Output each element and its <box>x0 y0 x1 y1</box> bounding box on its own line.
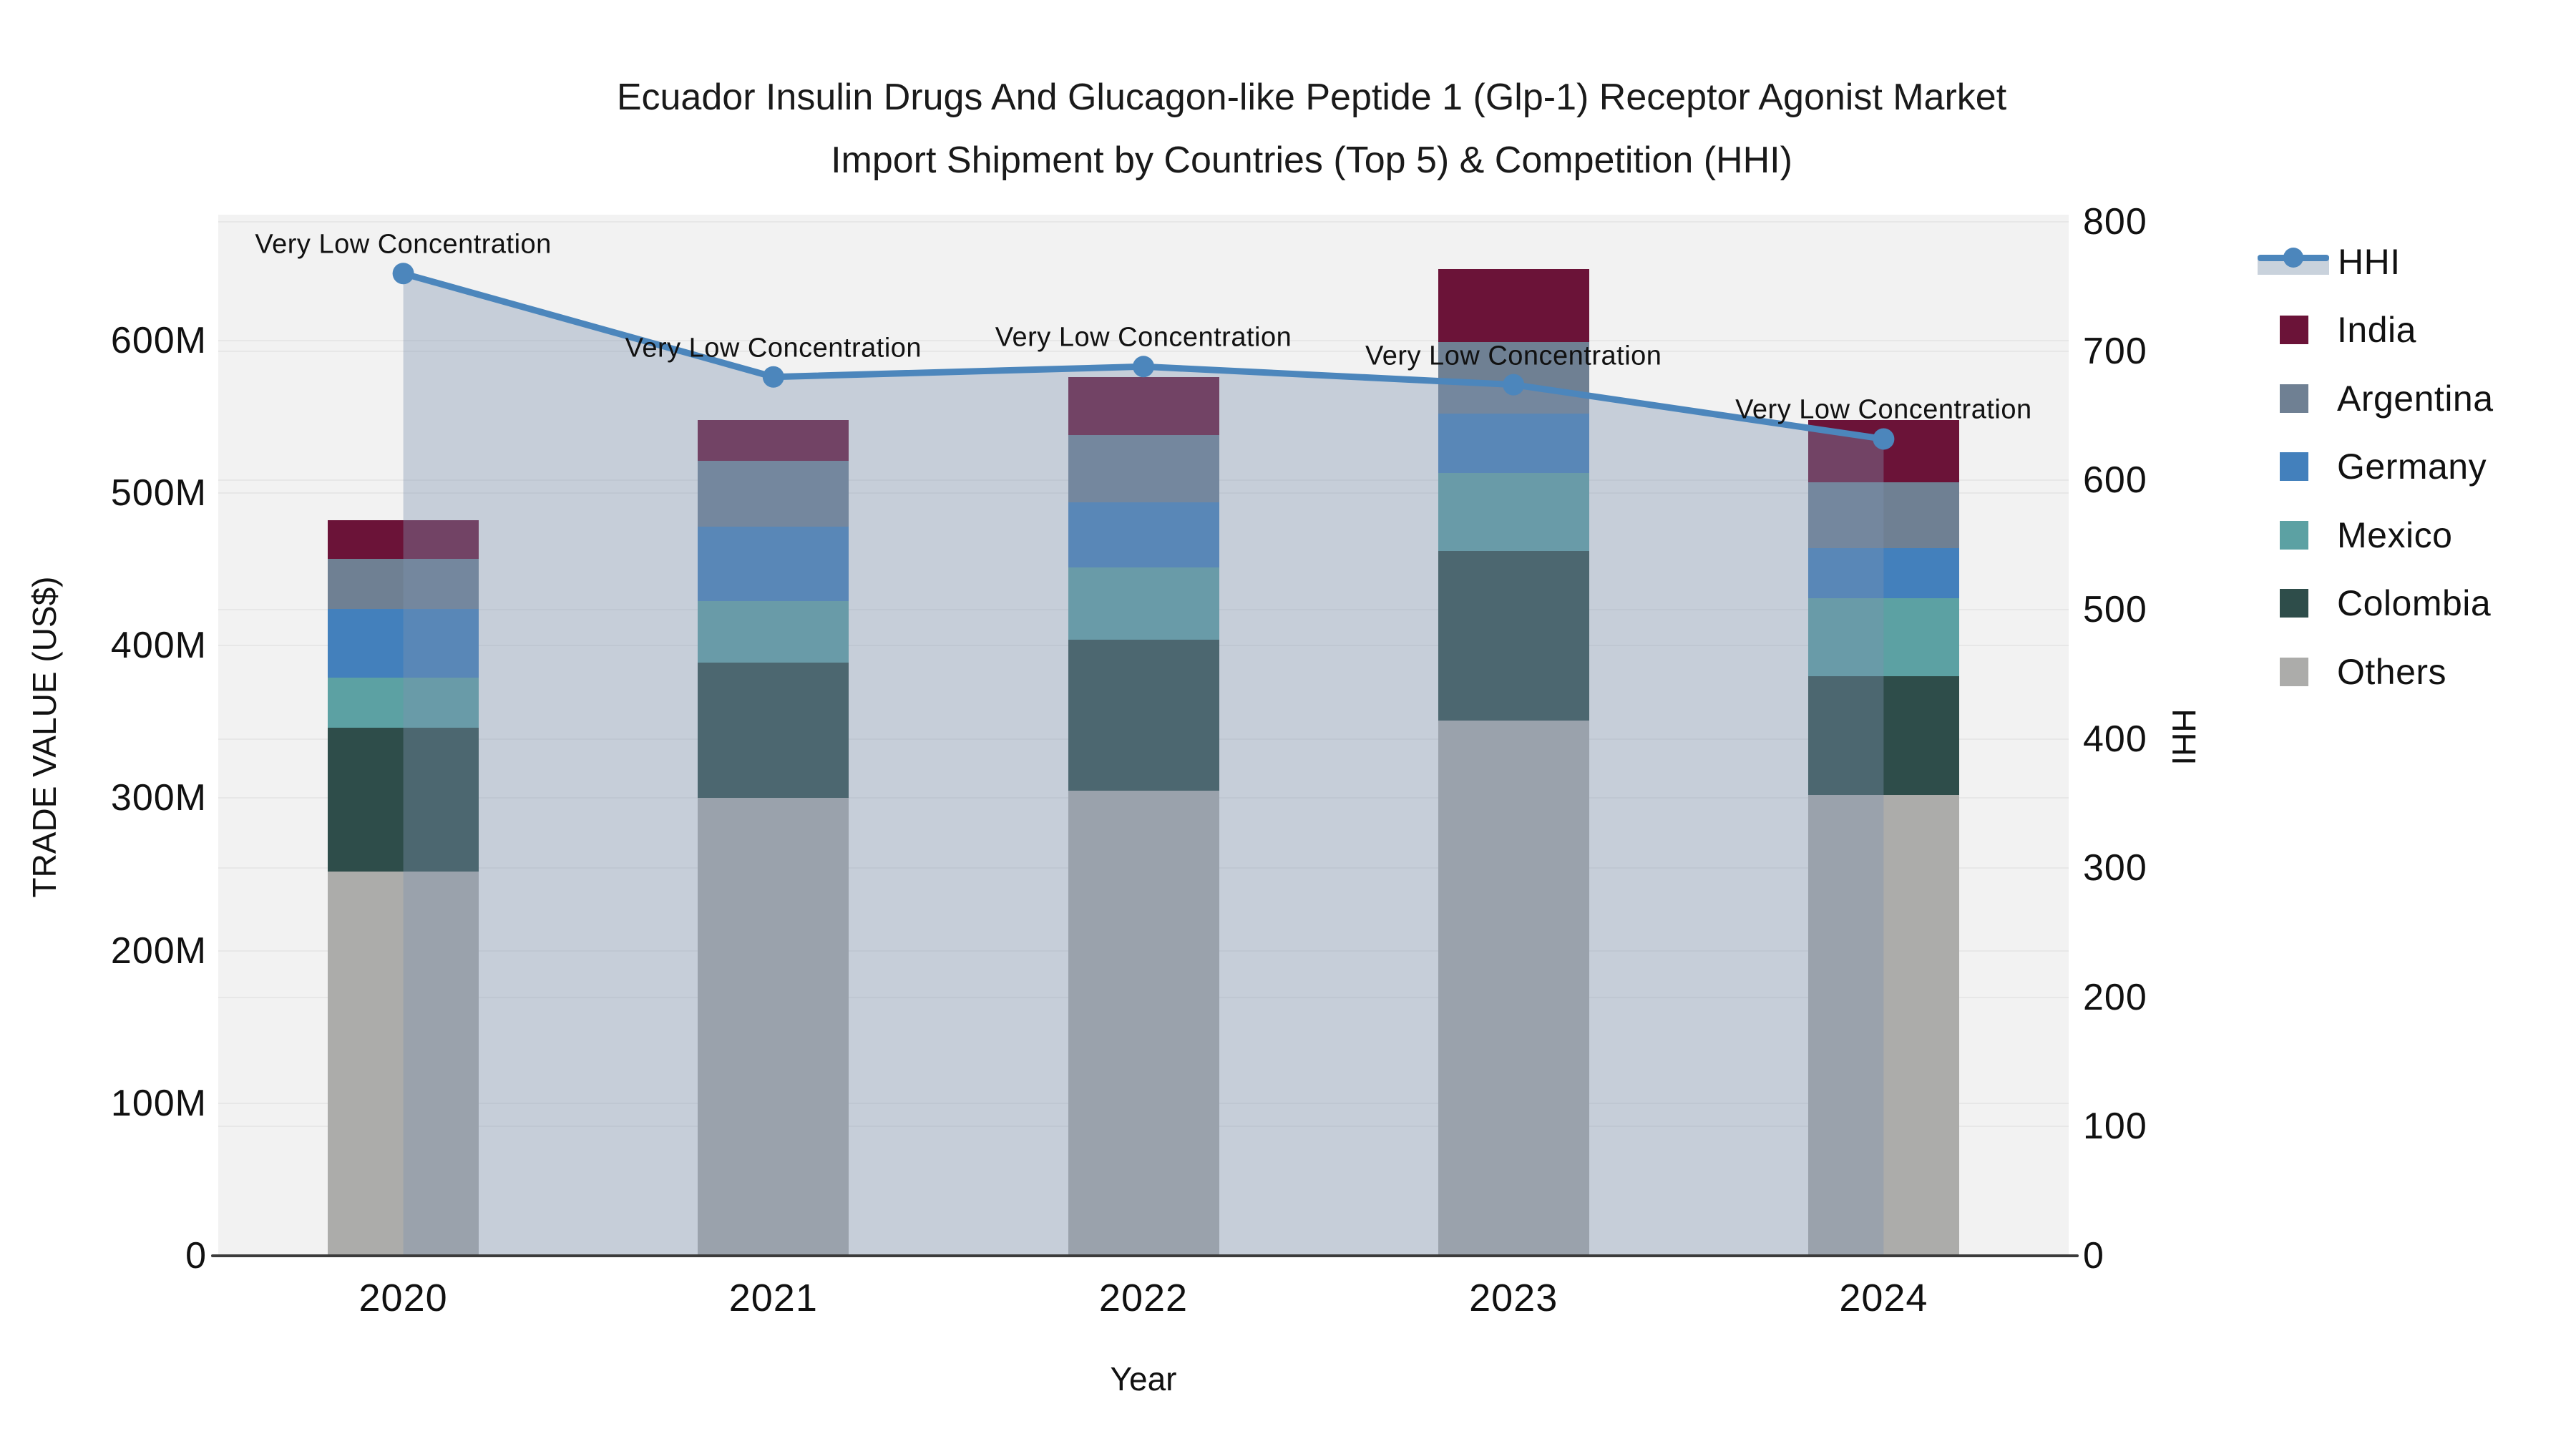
bar-segment-argentina-2022[interactable] <box>1068 434 1219 502</box>
x-tick-2022: 2022 <box>1098 1277 1189 1319</box>
legend-label-india: India <box>2337 310 2416 350</box>
legend-item-india[interactable]: India <box>2258 308 2416 351</box>
bar-segment-india-2020[interactable] <box>328 520 479 559</box>
chart-title-line2: Import Shipment by Countries (Top 5) & C… <box>831 140 1792 181</box>
y-right-tick-0: 0 <box>2083 1235 2104 1277</box>
y-left-axis-title: TRADE VALUE (US$) <box>26 576 63 898</box>
chart-title-line1: Ecuador Insulin Drugs And Glucagon-like … <box>616 77 2007 118</box>
x-tick-2020: 2020 <box>358 1277 448 1319</box>
bar-segment-colombia-2021[interactable] <box>698 662 849 799</box>
bar-segment-germany-2020[interactable] <box>328 609 479 678</box>
hhi-marker-2023[interactable] <box>1503 374 1525 396</box>
legend-item-germany[interactable]: Germany <box>2258 445 2487 488</box>
legend-item-others[interactable]: Others <box>2258 650 2446 693</box>
bar-segment-mexico-2020[interactable] <box>328 677 479 728</box>
annotation-2022: Very Low Concentration <box>995 322 1292 353</box>
y-right-tick-600: 600 <box>2083 459 2147 502</box>
y-right-tick-300: 300 <box>2083 847 2147 889</box>
bar-segment-argentina-2021[interactable] <box>698 461 849 527</box>
gridline-right-800 <box>218 221 2069 223</box>
y-left-tick-0: 0 <box>185 1235 207 1277</box>
legend-label-argentina: Argentina <box>2337 379 2494 419</box>
y-left-tick-400M: 400M <box>110 625 207 667</box>
bar-segment-colombia-2020[interactable] <box>328 728 479 872</box>
bar-segment-argentina-2024[interactable] <box>1807 482 1959 548</box>
legend-label-hhi: HHI <box>2338 242 2401 282</box>
gridline-left-600 <box>218 339 2069 341</box>
legend-swatch-germany <box>2280 452 2308 481</box>
legend-item-argentina[interactable]: Argentina <box>2258 377 2494 420</box>
bar-segment-germany-2022[interactable] <box>1068 502 1219 568</box>
bar-segment-colombia-2022[interactable] <box>1068 639 1219 791</box>
legend-label-germany: Germany <box>2337 447 2487 487</box>
legend-label-others: Others <box>2337 652 2447 692</box>
y-right-tick-500: 500 <box>2083 588 2147 630</box>
legend-label-colombia: Colombia <box>2337 583 2492 623</box>
legend-swatch-india <box>2280 316 2308 344</box>
hhi-area-fill <box>403 273 1884 1256</box>
y-left-tick-200M: 200M <box>110 930 207 972</box>
y-right-tick-100: 100 <box>2083 1106 2147 1148</box>
chart-title: Ecuador Insulin Drugs And Glucagon-like … <box>617 66 2006 192</box>
annotation-2024: Very Low Concentration <box>1735 394 2032 425</box>
y-right-tick-800: 800 <box>2083 201 2147 243</box>
bar-segment-germany-2021[interactable] <box>698 526 849 602</box>
hhi-line-layer <box>392 263 1895 1256</box>
gridline-right-700 <box>218 350 2069 352</box>
y-left-tick-300M: 300M <box>110 777 207 819</box>
x-axis-title: Year <box>1110 1360 1177 1397</box>
legend-item-mexico[interactable]: Mexico <box>2258 514 2452 557</box>
hhi-legend-marker <box>2283 248 2303 268</box>
bar-segment-others-2024[interactable] <box>1807 795 1959 1256</box>
bar-segment-colombia-2023[interactable] <box>1438 551 1589 721</box>
legend-item-colombia[interactable]: Colombia <box>2258 582 2491 625</box>
annotation-2020: Very Low Concentration <box>255 229 552 260</box>
y-left-tick-100M: 100M <box>110 1082 207 1124</box>
hhi-legend-sample <box>2258 246 2329 278</box>
legend-swatch-mexico <box>2280 521 2308 550</box>
bar-segment-mexico-2024[interactable] <box>1807 598 1959 676</box>
y-right-tick-400: 400 <box>2083 718 2147 760</box>
legend-swatch-colombia <box>2280 589 2308 618</box>
annotation-2023: Very Low Concentration <box>1365 341 1662 371</box>
x-tick-2023: 2023 <box>1469 1277 1558 1319</box>
hhi-marker-2021[interactable] <box>762 366 784 388</box>
bar-segment-others-2021[interactable] <box>698 798 849 1256</box>
legend-swatch-others <box>2280 658 2308 686</box>
x-tick-2021: 2021 <box>728 1277 818 1319</box>
bar-segment-colombia-2024[interactable] <box>1807 675 1959 796</box>
x-tick-2024: 2024 <box>1839 1277 1928 1319</box>
hhi-marker-2022[interactable] <box>1133 356 1154 378</box>
bar-segment-argentina-2020[interactable] <box>328 558 479 610</box>
y-right-axis-title: HHI <box>2165 708 2202 766</box>
legend-swatch-argentina <box>2280 384 2308 413</box>
bar-segment-others-2023[interactable] <box>1438 720 1589 1256</box>
bar-segment-others-2020[interactable] <box>328 871 479 1256</box>
bar-segment-mexico-2022[interactable] <box>1068 567 1219 640</box>
bar-segment-germany-2024[interactable] <box>1807 547 1959 599</box>
bar-segment-germany-2023[interactable] <box>1438 414 1589 474</box>
legend-label-mexico: Mexico <box>2337 515 2453 555</box>
x-axis-line <box>211 1254 2079 1257</box>
annotation-2021: Very Low Concentration <box>625 333 922 364</box>
y-left-tick-600M: 600M <box>110 319 207 361</box>
hhi-marker-2020[interactable] <box>392 263 414 285</box>
hhi-marker-2024[interactable] <box>1873 428 1895 450</box>
bar-segment-mexico-2021[interactable] <box>698 601 849 663</box>
bar-segment-india-2023[interactable] <box>1438 268 1589 342</box>
bar-segment-india-2021[interactable] <box>698 419 849 462</box>
y-right-tick-700: 700 <box>2083 330 2147 372</box>
y-left-tick-500M: 500M <box>110 472 207 514</box>
legend-item-hhi[interactable]: HHI <box>2258 240 2401 283</box>
bar-segment-india-2022[interactable] <box>1068 376 1219 435</box>
bar-segment-mexico-2023[interactable] <box>1438 473 1589 551</box>
bar-segment-others-2022[interactable] <box>1068 790 1219 1256</box>
y-right-tick-200: 200 <box>2083 976 2147 1018</box>
